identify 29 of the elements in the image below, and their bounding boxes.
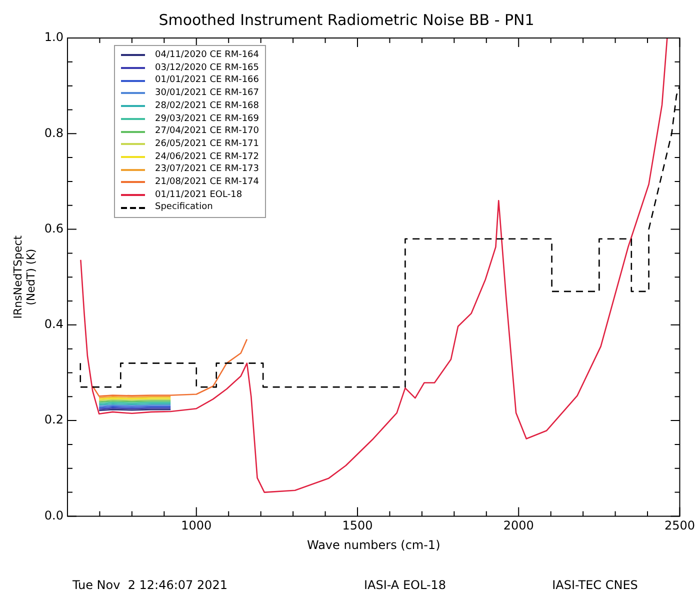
y-tick-label: 1.0 <box>44 30 64 44</box>
legend-label: 28/02/2021 CE RM-168 <box>155 100 260 113</box>
text: IASI-TEC CNES <box>552 578 638 592</box>
legend-label: 30/01/2021 CE RM-167 <box>155 87 260 100</box>
legend-label: 23/07/2021 CE RM-173 <box>155 163 260 176</box>
legend-label: 24/06/2021 CE RM-172 <box>155 150 260 164</box>
text: IASI-A EOL-18 <box>364 578 446 592</box>
x-tick-label: 1500 <box>342 518 373 533</box>
x-tick-label: 2000 <box>503 518 534 533</box>
x-axis-title: Wave numbers (cm-1) <box>306 538 440 552</box>
legend-label: 29/03/2021 CE RM-169 <box>155 112 260 126</box>
y-tick-label: 0.4 <box>44 317 64 332</box>
text: Tue Nov 2 12:46:07 2021 <box>71 578 228 592</box>
legend-label: 03/12/2020 CE RM-165 <box>155 62 260 74</box>
legend-label: 27/04/2021 CE RM-170 <box>155 125 260 138</box>
y-tick-label: 0.6 <box>44 221 64 236</box>
chart-title: Smoothed Instrument Radiometric Noise BB - PN1 <box>158 10 534 29</box>
y-axis-title: IRnsNedTSpect (NedT) (K) <box>11 234 38 319</box>
legend-label: 01/01/2021 CE RM-166 <box>155 74 260 88</box>
legend-label: 26/05/2021 CE RM-171 <box>155 138 260 151</box>
x-tick-label: 2500 <box>664 518 696 533</box>
legend-label: 01/11/2021 EOL-18 <box>155 188 242 202</box>
legend-label: 04/11/2020 CE RM-164 <box>155 49 260 62</box>
legend-label: 21/08/2021 CE RM-174 <box>155 176 260 189</box>
y-tick-label: 0.8 <box>44 126 64 140</box>
y-tick-label: 0.2 <box>44 412 64 427</box>
legend-label: Specification <box>155 201 213 214</box>
x-tick-label: 1000 <box>181 518 212 533</box>
y-tick-label: 0.0 <box>44 508 64 522</box>
